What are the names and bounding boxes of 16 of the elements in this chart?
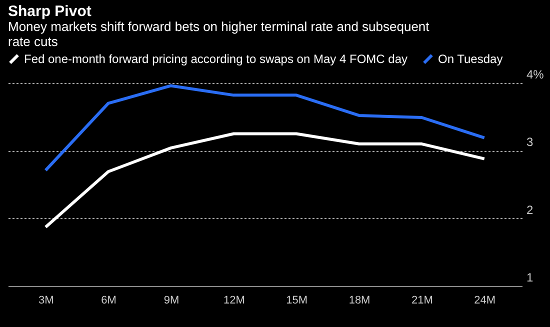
- y-tick-label: 2: [526, 202, 534, 217]
- chart-title: Sharp Pivot: [8, 3, 92, 20]
- chart-subtitle: Money markets shift forward bets on higher terminal rate and subsequent rate cuts: [8, 19, 430, 49]
- y-tick-label: 3: [526, 135, 534, 150]
- legend-label: On Tuesday: [438, 52, 503, 66]
- x-tick-label: 12M: [223, 294, 245, 306]
- x-tick-label: 9M: [164, 294, 180, 306]
- legend-label: Fed one-month forward pricing according to swaps on May 4 FOMC day: [24, 52, 408, 66]
- x-tick-label: 6M: [101, 294, 116, 306]
- x-tick-label: 15M: [286, 294, 308, 306]
- x-tick-label: 21M: [412, 294, 433, 306]
- y-tick-label: 4%: [526, 68, 544, 82]
- x-tick-label: 18M: [348, 294, 370, 306]
- x-tick-label: 24M: [474, 294, 496, 306]
- y-tick-label: 1: [526, 270, 534, 284]
- x-tick-label: 3M: [38, 294, 54, 306]
